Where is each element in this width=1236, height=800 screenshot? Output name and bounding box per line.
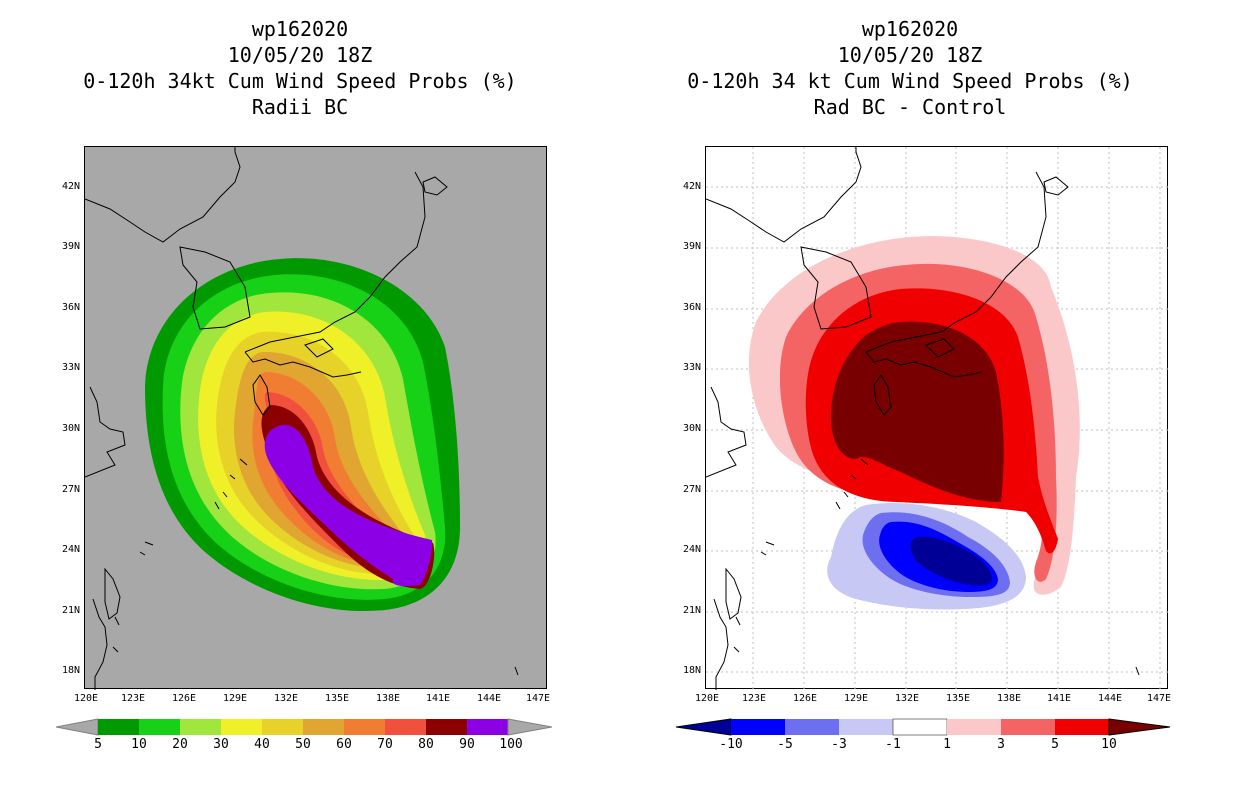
lat-tick-label: 18N xyxy=(682,665,701,676)
colorbar-bin xyxy=(947,719,1001,735)
colorbar-label: 100 xyxy=(499,737,523,752)
colorbar-bin xyxy=(344,719,385,735)
probability-map xyxy=(84,146,547,690)
colorbar-label: 5 xyxy=(94,737,102,752)
colorbar-under-arrow xyxy=(676,718,732,736)
colorbar-over-arrow xyxy=(507,718,553,736)
lon-tick-label: 147E xyxy=(525,693,551,704)
product-name: 0-120h 34kt Cum Wind Speed Probs (%) xyxy=(83,69,517,93)
right-panel-title: wp162020 10/05/20 18Z 0-120h 34 kt Cum W… xyxy=(630,16,1190,120)
probability-contours xyxy=(85,147,519,690)
storm-id: wp162020 xyxy=(861,17,959,41)
colorbar-label: 50 xyxy=(295,737,311,752)
lat-tick-label: 30N xyxy=(682,423,701,434)
colorbar-label: 60 xyxy=(336,737,352,752)
lon-tick-label: 132E xyxy=(273,693,299,704)
colorbar-bin xyxy=(180,719,221,735)
colorbar-bin xyxy=(98,719,139,735)
left-colorbar xyxy=(56,718,553,736)
colorbar-label: 30 xyxy=(213,737,229,752)
lon-tick-label: 132E xyxy=(894,693,920,704)
colorbar-label: 5 xyxy=(1051,737,1059,752)
lat-tick-label: 27N xyxy=(61,484,80,495)
lon-tick-label: 123E xyxy=(120,693,146,704)
lat-tick-label: 33N xyxy=(61,362,80,373)
colorbar-label: 70 xyxy=(377,737,393,752)
lat-tick-label: 24N xyxy=(61,544,80,555)
product-subtitle: Rad BC - Control xyxy=(813,95,1007,119)
colorbar-label: -3 xyxy=(831,737,847,752)
lat-tick-label: 39N xyxy=(682,241,701,252)
colorbar-bin xyxy=(731,719,785,735)
colorbar-bin xyxy=(262,719,303,735)
product-subtitle: Radii BC xyxy=(251,95,349,119)
colorbar-bin xyxy=(385,719,426,735)
lat-tick-label: 18N xyxy=(61,665,80,676)
colorbar-bin xyxy=(785,719,839,735)
lat-tick-label: 42N xyxy=(61,181,80,192)
contour-plus-10 xyxy=(831,321,1004,502)
colorbar-label: 1 xyxy=(943,737,951,752)
colorbar-label: 80 xyxy=(418,737,434,752)
lon-tick-label: 138E xyxy=(996,693,1022,704)
colorbar-bin xyxy=(892,718,948,736)
storm-id: wp162020 xyxy=(251,17,349,41)
colorbar-label: 90 xyxy=(459,737,475,752)
contour-minus-10 xyxy=(910,536,992,586)
forecast-time: 10/05/20 18Z xyxy=(837,43,983,67)
lat-tick-label: 21N xyxy=(682,605,701,616)
coastlines xyxy=(85,147,519,690)
colorbar-bin xyxy=(221,719,262,735)
lon-tick-label: 135E xyxy=(324,693,350,704)
lon-tick-label: 129E xyxy=(222,693,248,704)
lat-tick-label: 39N xyxy=(61,241,80,252)
lon-tick-label: 147E xyxy=(1146,693,1172,704)
colorbar-over-arrow xyxy=(1108,718,1171,736)
lon-tick-label: 120E xyxy=(694,693,720,704)
lat-tick-label: 21N xyxy=(61,605,80,616)
lat-tick-label: 27N xyxy=(682,484,701,495)
colorbar-bin xyxy=(303,719,344,735)
colorbar-label: 10 xyxy=(1101,737,1117,752)
lat-tick-label: 24N xyxy=(682,544,701,555)
colorbar-bin xyxy=(426,719,467,735)
difference-map xyxy=(705,146,1169,690)
colorbar-label: -5 xyxy=(777,737,793,752)
forecast-time: 10/05/20 18Z xyxy=(227,43,373,67)
lon-tick-label: 144E xyxy=(476,693,502,704)
right-colorbar xyxy=(676,718,1171,736)
lat-tick-label: 30N xyxy=(61,423,80,434)
lon-tick-label: 129E xyxy=(843,693,869,704)
colorbar-label: 3 xyxy=(997,737,1005,752)
colorbar-bin xyxy=(1001,719,1055,735)
colorbar-bin xyxy=(467,719,508,735)
lat-tick-label: 33N xyxy=(682,362,701,373)
left-panel-title: wp162020 10/05/20 18Z 0-120h 34kt Cum Wi… xyxy=(20,16,580,120)
product-name: 0-120h 34 kt Cum Wind Speed Probs (%) xyxy=(687,69,1133,93)
lat-tick-label: 42N xyxy=(682,181,701,192)
lon-tick-label: 144E xyxy=(1097,693,1123,704)
colorbar-label: 20 xyxy=(172,737,188,752)
colorbar-label: 10 xyxy=(131,737,147,752)
colorbar-under-arrow xyxy=(56,718,99,736)
colorbar-bin xyxy=(1055,719,1109,735)
difference-contours xyxy=(706,147,1169,690)
lat-tick-label: 36N xyxy=(61,302,80,313)
lat-tick-label: 36N xyxy=(682,302,701,313)
lon-tick-label: 126E xyxy=(792,693,818,704)
lon-tick-label: 126E xyxy=(171,693,197,704)
lon-tick-label: 120E xyxy=(73,693,99,704)
lon-tick-label: 123E xyxy=(741,693,767,704)
colorbar-bin xyxy=(839,719,893,735)
lon-tick-label: 135E xyxy=(945,693,971,704)
contour-90 xyxy=(264,425,433,587)
lon-tick-label: 141E xyxy=(1046,693,1072,704)
lon-tick-label: 141E xyxy=(425,693,451,704)
colorbar-bin xyxy=(139,719,180,735)
colorbar-label: -1 xyxy=(885,737,901,752)
colorbar-label: 40 xyxy=(254,737,270,752)
colorbar-label: -10 xyxy=(719,737,743,752)
coastlines xyxy=(706,147,1140,690)
lon-tick-label: 138E xyxy=(375,693,401,704)
